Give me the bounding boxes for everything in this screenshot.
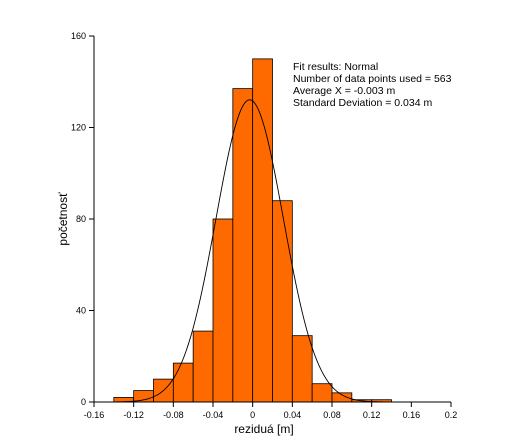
annotation-line: Standard Deviation = 0.034 m [293,97,432,109]
annotation-line: Fit results: Normal [293,61,378,73]
x-tick-label: -0.08 [163,410,184,420]
histogram-bar [192,330,214,403]
x-tick-label: 0.2 [445,410,458,420]
x-tick-label: 0.08 [323,410,341,420]
x-axis-title: reziduá [m] [234,422,293,436]
x-tick-label: -0.16 [84,410,105,420]
x-tick-label: -0.04 [203,410,224,420]
y-tick-label: 0 [81,397,86,407]
y-tick-label: 120 [71,123,86,133]
histogram-bar [212,218,234,403]
histogram-bar [311,383,333,403]
histogram-bar [252,58,273,403]
y-tick-label: 160 [71,31,86,41]
fit-results-annotation: Fit results: Normal Number of data point… [293,61,452,109]
x-tick-label: 0.16 [403,410,421,420]
x-tick-label: -0.12 [123,410,144,420]
y-tick-label: 80 [76,214,86,224]
histogram-bar [331,392,353,403]
annotation-line: Number of data points used = 563 [293,73,452,85]
x-tick-label: 0.04 [284,410,302,420]
y-tick-label: 40 [76,306,86,316]
ticks-layer: -0.16 -0.12 -0.08 -0.04 0 0.04 0.08 0.12 0.16 0.2… [71,31,457,420]
y-axis-title: početnosť [56,192,70,246]
x-tick-label: 0.12 [363,410,381,420]
histogram-bar [291,335,313,403]
annotation-line: Average X = -0.003 m [293,85,395,97]
bars-layer [113,58,392,403]
x-tick-label: 0 [250,410,255,420]
histogram-bar [272,200,293,403]
fit-layer [113,99,392,403]
histogram-bar [232,88,254,403]
histogram-bar [172,362,194,403]
normal-fit-curve [113,99,392,403]
